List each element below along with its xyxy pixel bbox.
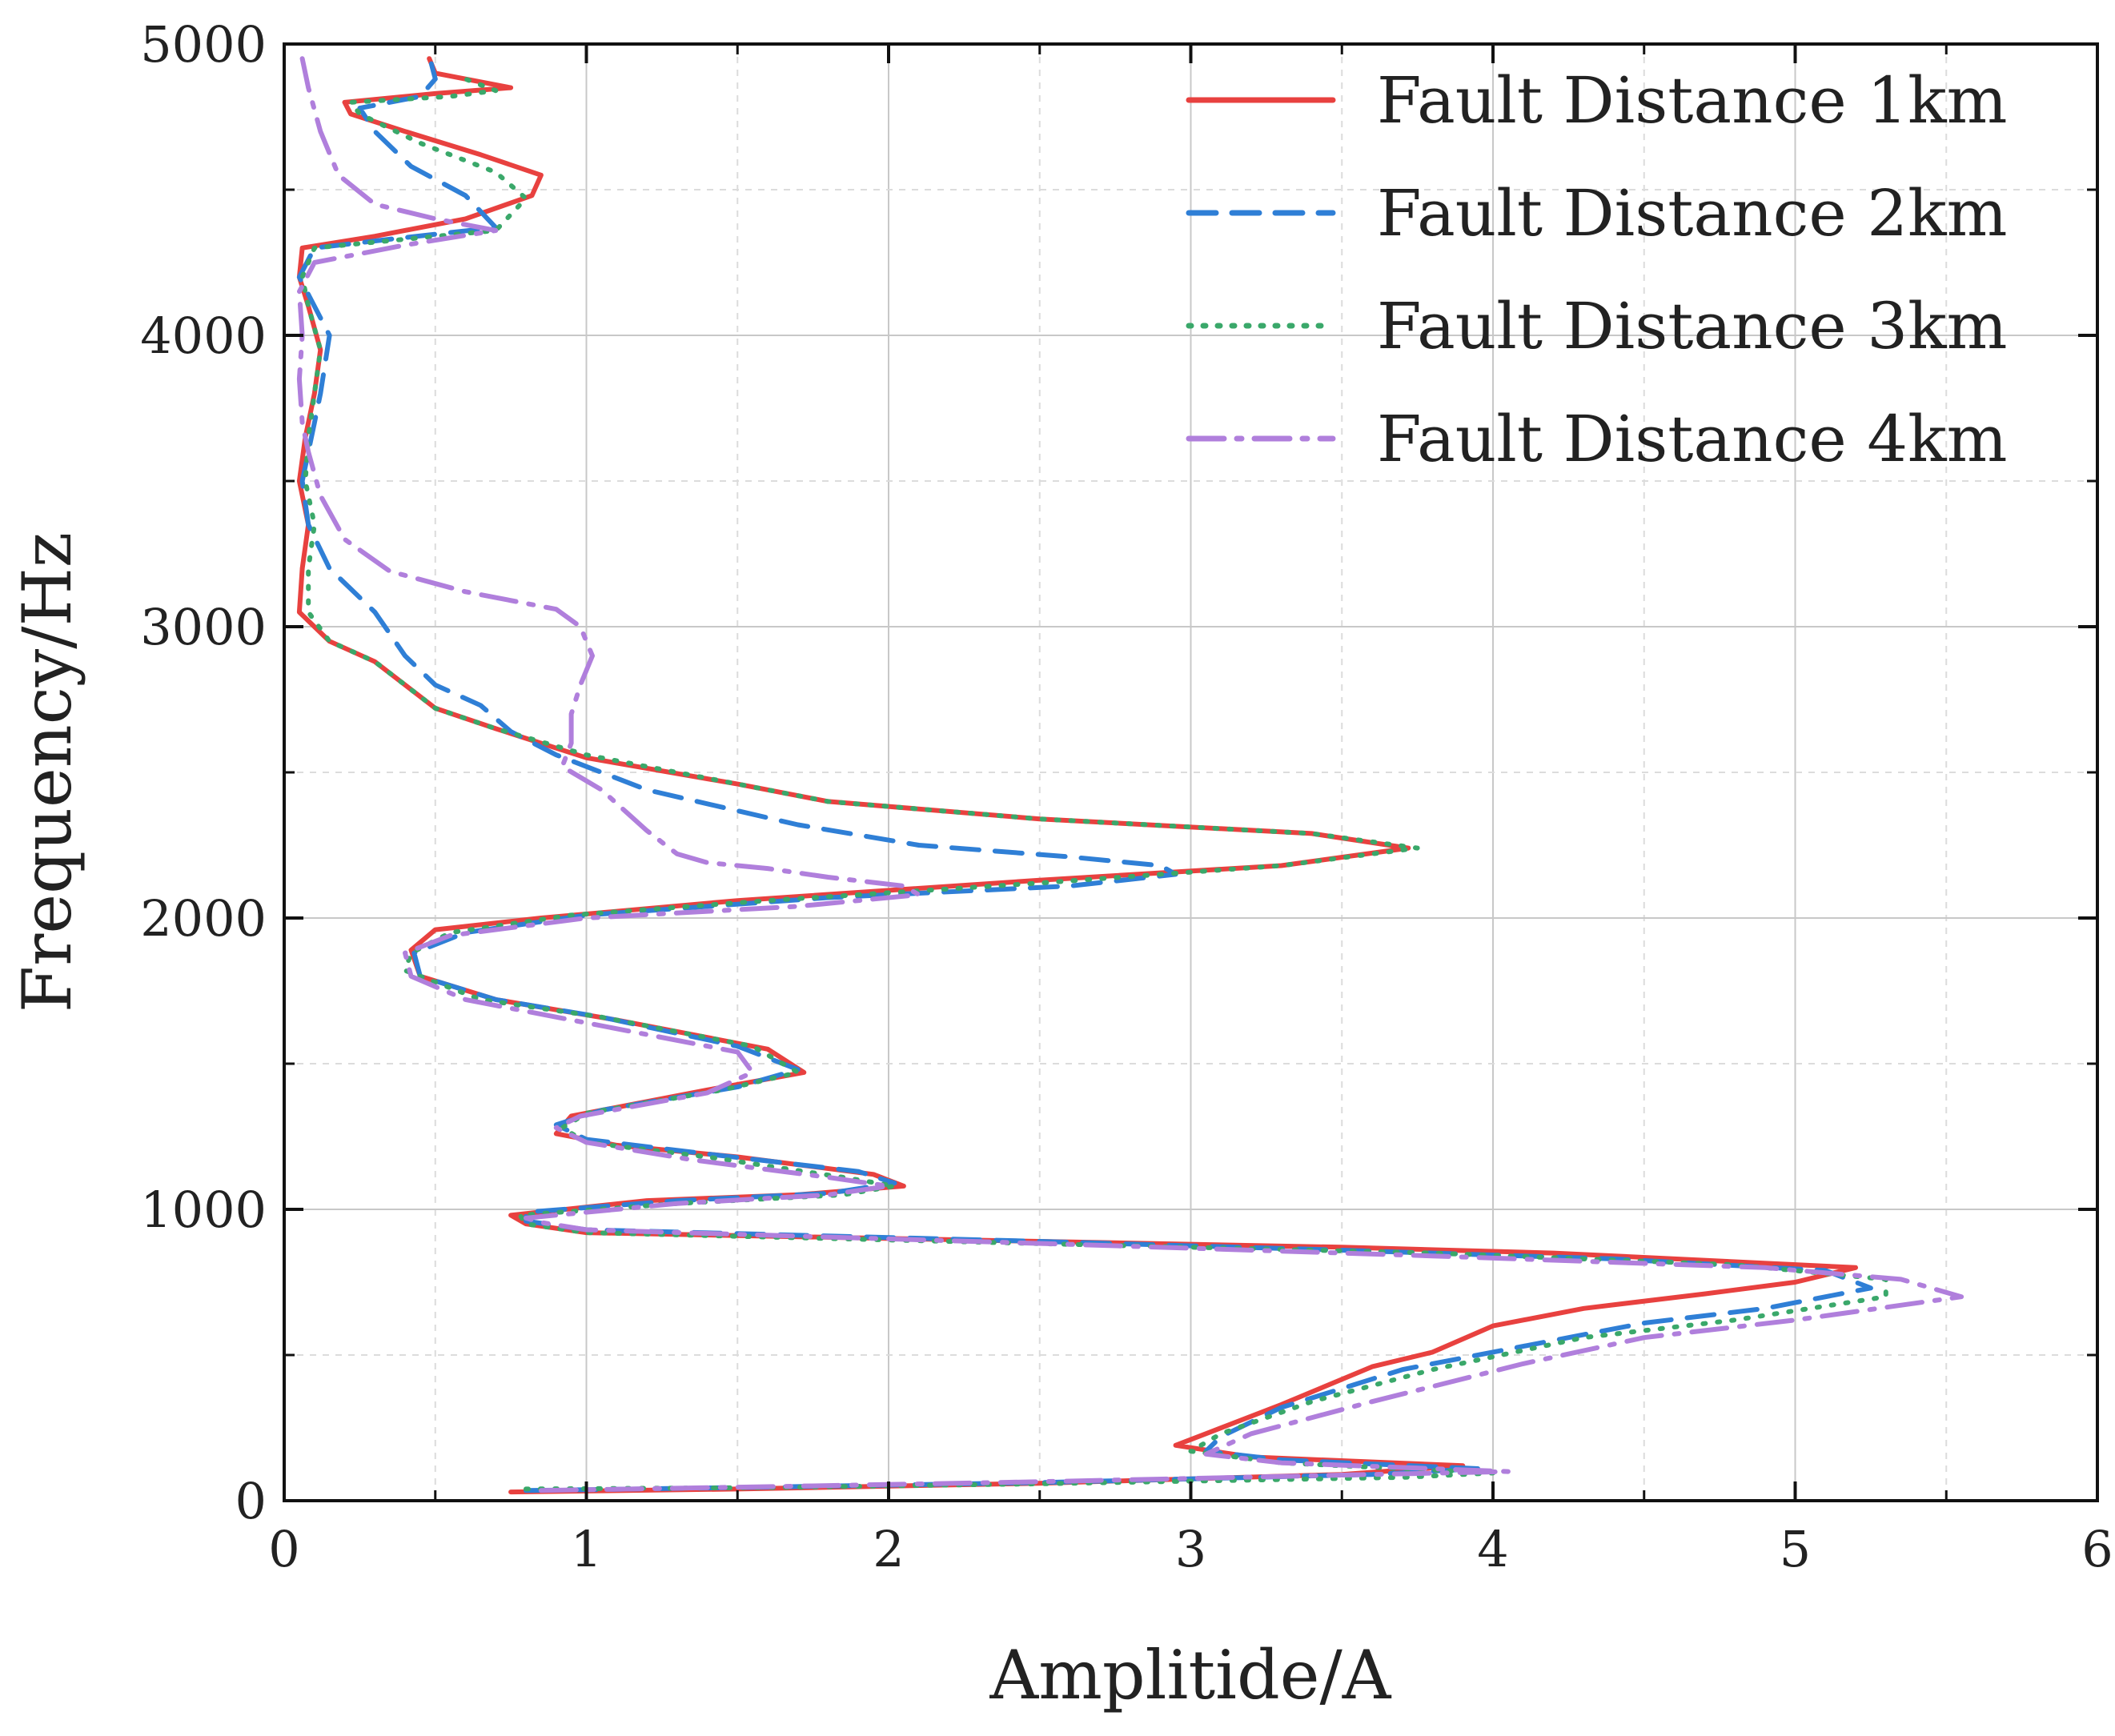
y-tick-label: 0 xyxy=(235,1472,267,1530)
legend-label-3: Fault Distance 3km xyxy=(1377,289,2007,363)
x-tick-label: 0 xyxy=(268,1520,299,1578)
legend-label-2: Fault Distance 2km xyxy=(1377,176,2007,251)
y-tick-label: 5000 xyxy=(140,15,267,74)
x-tick-label: 3 xyxy=(1175,1520,1206,1578)
legend-label-1: Fault Distance 1km xyxy=(1377,63,2007,138)
y-tick-label: 1000 xyxy=(140,1181,267,1239)
x-tick-label: 1 xyxy=(571,1520,602,1578)
series-line-3 xyxy=(299,76,1888,1492)
series-line-1 xyxy=(296,56,1858,1495)
tick-layer xyxy=(283,42,2099,1502)
x-tick-label: 6 xyxy=(2081,1520,2113,1578)
x-axis-title: Amplitide/A xyxy=(989,1636,1392,1714)
grid-layer xyxy=(284,44,2097,1501)
y-tick-label: 3000 xyxy=(140,598,267,656)
x-tick-label: 5 xyxy=(1780,1520,1811,1578)
y-axis-title: Frequency/Hz xyxy=(8,532,86,1012)
series-line-4 xyxy=(296,56,1965,1493)
label-layer: Amplitide/A Frequency/Hz 0 1 2 3 4 5 6 0 1000 200… xyxy=(8,15,2113,1714)
series-layer xyxy=(296,53,1965,1495)
x-tick-label: 4 xyxy=(1477,1520,1508,1578)
legend-label-4: Fault Distance 4km xyxy=(1377,402,2007,476)
x-tick-label: 2 xyxy=(873,1520,904,1578)
y-tick-label: 4000 xyxy=(140,307,267,365)
series-line-2 xyxy=(296,53,1873,1493)
y-tick-label: 2000 xyxy=(140,889,267,948)
legend: Fault Distance 1km Fault Distance 2km Faul… xyxy=(1186,63,2007,476)
